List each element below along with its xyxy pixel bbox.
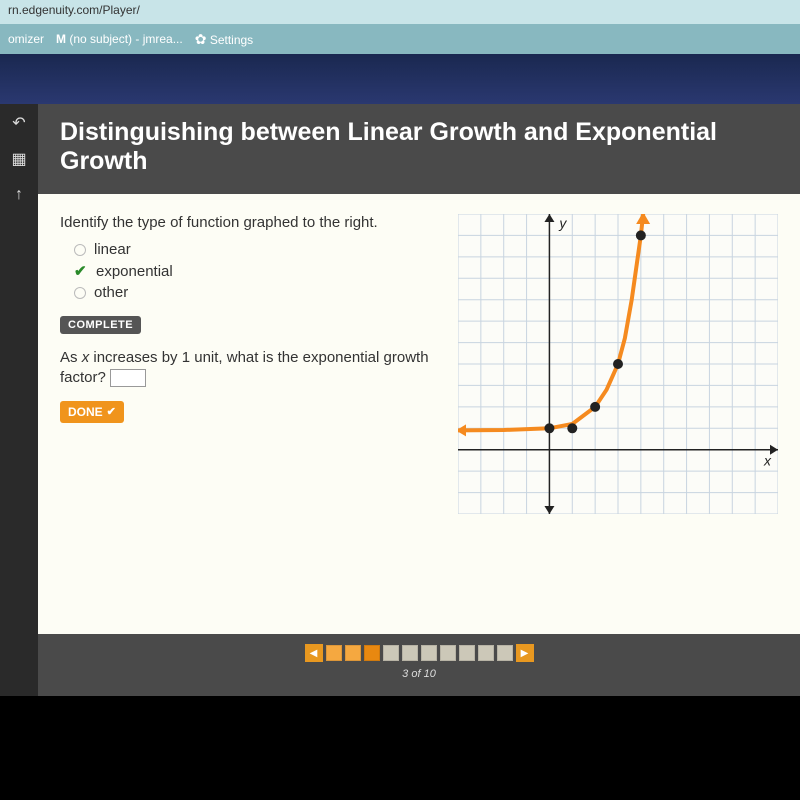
tab-gmail[interactable]: M (no subject) - jmrea... xyxy=(56,32,183,46)
option-exponential[interactable]: ✔ exponential xyxy=(74,262,438,280)
left-tool-rail: ↶ ▦ ↑ xyxy=(0,104,38,696)
pager-row: ◀▶ xyxy=(305,644,534,662)
radio-empty-icon xyxy=(74,287,86,299)
undo-icon[interactable]: ↶ xyxy=(8,112,30,134)
tab-settings[interactable]: ✿ Settings xyxy=(195,31,253,48)
done-button[interactable]: DONE ✔ xyxy=(60,401,124,423)
option-label: exponential xyxy=(96,263,173,280)
function-graph: yx xyxy=(458,214,778,514)
browser-tab-bar: omizer M (no subject) - jmrea... ✿ Setti… xyxy=(0,24,800,54)
pager-step-10[interactable] xyxy=(497,645,513,661)
q2-text-a: As xyxy=(60,349,82,366)
question-2: As x increases by 1 unit, what is the ex… xyxy=(60,348,438,389)
gmail-icon: M xyxy=(56,32,66,46)
pager-step-6[interactable] xyxy=(421,645,437,661)
svg-text:x: x xyxy=(763,453,772,469)
lesson-title: Distinguishing between Linear Growth and… xyxy=(38,104,800,194)
pager-step-1[interactable] xyxy=(326,645,342,661)
lesson-body: Identify the type of function graphed to… xyxy=(38,194,800,634)
pager-step-8[interactable] xyxy=(459,645,475,661)
done-label: DONE xyxy=(68,405,103,419)
option-label: other xyxy=(94,284,128,301)
header-strip xyxy=(0,54,800,104)
browser-url-bar: rn.edgenuity.com/Player/ xyxy=(0,0,800,24)
tab-settings-label: Settings xyxy=(210,33,253,47)
pager: ◀▶ 3 of 10 xyxy=(38,634,800,696)
radio-empty-icon xyxy=(74,244,86,256)
graph-column: yx xyxy=(458,214,778,614)
bottom-bar xyxy=(0,696,800,756)
option-linear[interactable]: linear xyxy=(74,241,438,258)
calculator-icon[interactable]: ▦ xyxy=(8,148,30,170)
question-prompt: Identify the type of function graphed to… xyxy=(60,214,438,231)
tab-omizer[interactable]: omizer xyxy=(8,32,44,46)
pager-next-button[interactable]: ▶ xyxy=(516,644,534,662)
pager-step-5[interactable] xyxy=(402,645,418,661)
pager-step-2[interactable] xyxy=(345,645,361,661)
growth-factor-input[interactable] xyxy=(110,369,146,387)
option-other[interactable]: other xyxy=(74,284,438,301)
up-arrow-icon[interactable]: ↑ xyxy=(8,184,30,206)
pager-step-4[interactable] xyxy=(383,645,399,661)
option-label: linear xyxy=(94,241,131,258)
check-icon: ✔ xyxy=(107,405,116,418)
checkmark-icon: ✔ xyxy=(74,262,88,280)
svg-text:y: y xyxy=(558,215,567,231)
pager-prev-button[interactable]: ◀ xyxy=(305,644,323,662)
tab-gmail-label: (no subject) - jmrea... xyxy=(69,32,182,46)
pager-step-7[interactable] xyxy=(440,645,456,661)
url-text: rn.edgenuity.com/Player/ xyxy=(8,3,140,17)
pager-label: 3 of 10 xyxy=(402,668,436,680)
complete-badge: COMPLETE xyxy=(60,316,141,334)
gear-icon: ✿ xyxy=(195,31,207,47)
pager-step-9[interactable] xyxy=(478,645,494,661)
answer-options: linear ✔ exponential other xyxy=(74,241,438,301)
question-column: Identify the type of function graphed to… xyxy=(60,214,438,614)
pager-step-3[interactable] xyxy=(364,645,380,661)
